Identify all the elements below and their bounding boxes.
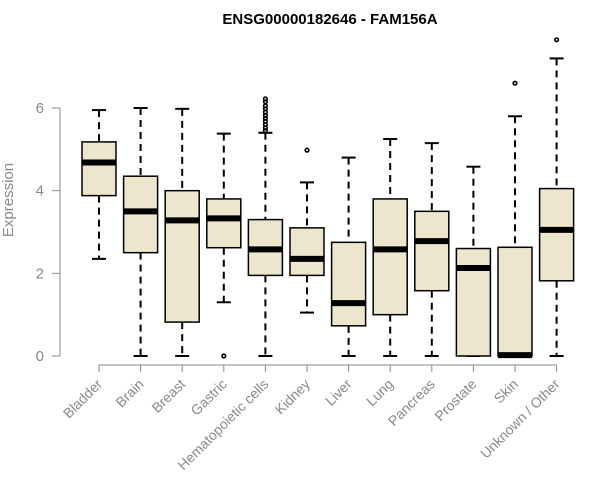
x-tick-label: Liver — [322, 376, 355, 409]
x-tick-label: Prostate — [431, 376, 479, 424]
x-tick-label: Kidney — [272, 376, 314, 418]
y-tick-label: 6 — [36, 100, 44, 117]
box-body — [164, 189, 200, 323]
box-body — [289, 227, 325, 277]
outlier-point — [262, 103, 269, 109]
outlier-point — [512, 80, 518, 86]
box-bladder — [81, 109, 117, 260]
y-axis: 0 2 4 6 — [36, 100, 61, 365]
box-body — [330, 241, 367, 327]
x-tick-label: Brain — [112, 376, 146, 410]
y-tick-label: 2 — [36, 265, 44, 282]
x-tick-label: Skin — [491, 376, 522, 407]
box-body — [372, 198, 408, 316]
box-body — [497, 246, 533, 357]
outlier-point — [304, 147, 310, 153]
x-tick-label: Breast — [148, 376, 188, 416]
box-gastric — [206, 132, 242, 359]
box-body — [455, 247, 492, 357]
box-lung — [372, 138, 408, 357]
box-pancreas — [414, 142, 450, 357]
x-tick-label: Lung — [363, 376, 396, 409]
y-tick-label: 4 — [36, 183, 44, 200]
y-axis-label: Expression — [0, 163, 17, 237]
box-body — [122, 175, 159, 254]
x-tick-label: Unknown / Other — [477, 376, 563, 462]
box-kidney — [289, 147, 325, 314]
box-body — [206, 198, 242, 249]
outlier-point — [553, 37, 560, 43]
box-skin — [497, 80, 533, 359]
box-breast — [164, 107, 200, 357]
y-tick-label: 0 — [36, 348, 44, 365]
outlier-point — [221, 353, 227, 359]
chart-title: ENSG00000182646 - FAM156A — [222, 11, 437, 28]
box-body — [81, 141, 117, 197]
box-unknown-other — [538, 37, 575, 357]
box-prostate — [455, 165, 492, 357]
boxes-group — [81, 37, 575, 359]
x-tick-label: Bladder — [60, 376, 106, 422]
box-liver — [330, 156, 367, 357]
outlier-point — [262, 96, 269, 102]
box-hematopoietic-cells — [247, 96, 284, 357]
box-body — [414, 210, 450, 292]
box-body — [538, 187, 575, 282]
box-brain — [122, 107, 159, 357]
